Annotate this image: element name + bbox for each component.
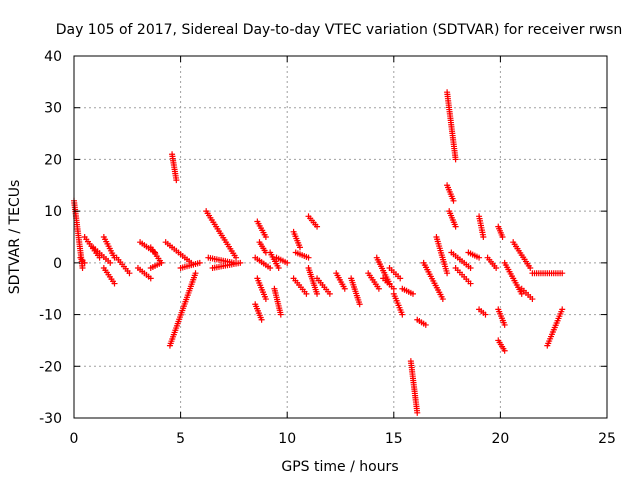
data-point [258,316,265,323]
data-point [375,285,382,292]
x-tick-label: 5 [176,431,185,447]
x-tick-labels: 0 5 10 15 20 25 [70,431,616,447]
y-tick-label: 20 [44,152,62,168]
data-point [439,296,446,303]
y-tick-label: -20 [39,359,62,375]
data-point [237,259,244,266]
data-point [493,265,500,272]
ticks [73,55,608,419]
data-point [467,265,474,272]
data-point [390,285,397,292]
data-point [452,156,459,163]
data-point [529,296,536,303]
data-point [414,409,421,416]
y-tick-labels: -30 -20 -10 0 10 20 30 40 [39,49,62,427]
data-point [559,270,566,277]
data-point [501,347,508,354]
x-tick-label: 0 [70,431,79,447]
grid [74,56,607,418]
data-point [262,234,269,240]
data-point [275,265,282,272]
data-point [277,311,284,318]
y-tick-label: 40 [44,49,62,65]
plot-frame [73,55,608,419]
data-point [482,311,489,318]
data-point [409,290,416,297]
data-point [314,223,321,230]
data-point [341,285,348,292]
data-point [476,254,483,261]
data-point [444,270,451,277]
data-point [326,290,333,297]
data-point [262,296,269,303]
data-points [71,89,566,416]
data-point [314,290,321,297]
data-point [296,244,303,251]
y-axis-label: SDTVAR / TECUs [7,180,23,295]
y-tick-label: 10 [44,204,62,220]
data-point [467,280,474,287]
data-point [518,290,525,297]
data-point [422,321,429,328]
data-point [450,197,457,204]
y-tick-label: -30 [39,411,62,427]
data-point [399,311,406,318]
y-tick-label: 0 [53,256,62,272]
data-point [79,265,86,272]
data-point [196,259,203,266]
data-point [501,321,508,328]
data-point [233,254,240,261]
data-point [126,270,133,277]
data-point [111,280,118,287]
data-point [284,259,291,266]
x-tick-label: 20 [491,431,509,447]
data-point [147,275,154,282]
data-point [303,290,310,297]
data-point [192,270,199,277]
data-point [305,254,312,261]
y-tick-label: 30 [44,101,62,117]
data-point [559,306,566,313]
x-tick-label: 25 [598,431,616,447]
data-point [452,223,459,230]
x-axis-label: GPS time / hours [281,459,398,475]
x-tick-label: 15 [385,431,403,447]
data-point [499,234,506,240]
data-point [397,275,404,282]
chart-title: Day 105 of 2017, Sidereal Day-to-day VTE… [56,22,623,38]
data-point [267,265,274,272]
data-point [527,265,534,272]
data-point [356,301,363,308]
data-point [158,259,165,266]
data-point [107,259,114,266]
data-point [173,177,180,184]
data-point [81,259,88,266]
data-point [480,234,487,240]
x-tick-label: 10 [278,431,296,447]
y-tick-label: -10 [39,308,62,324]
